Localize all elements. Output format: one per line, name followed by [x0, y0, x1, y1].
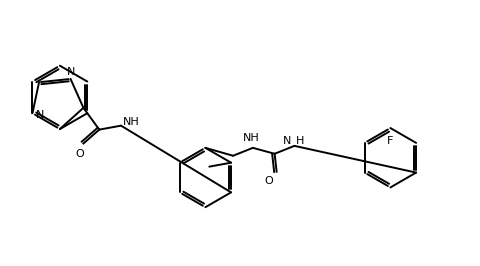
Text: O: O [264, 176, 273, 186]
Text: H: H [295, 136, 304, 146]
Text: N: N [67, 67, 76, 77]
Text: NH: NH [242, 133, 259, 143]
Text: O: O [75, 149, 84, 159]
Text: N: N [36, 110, 44, 120]
Text: NH: NH [123, 117, 140, 127]
Text: N: N [283, 136, 291, 146]
Text: F: F [387, 136, 394, 146]
